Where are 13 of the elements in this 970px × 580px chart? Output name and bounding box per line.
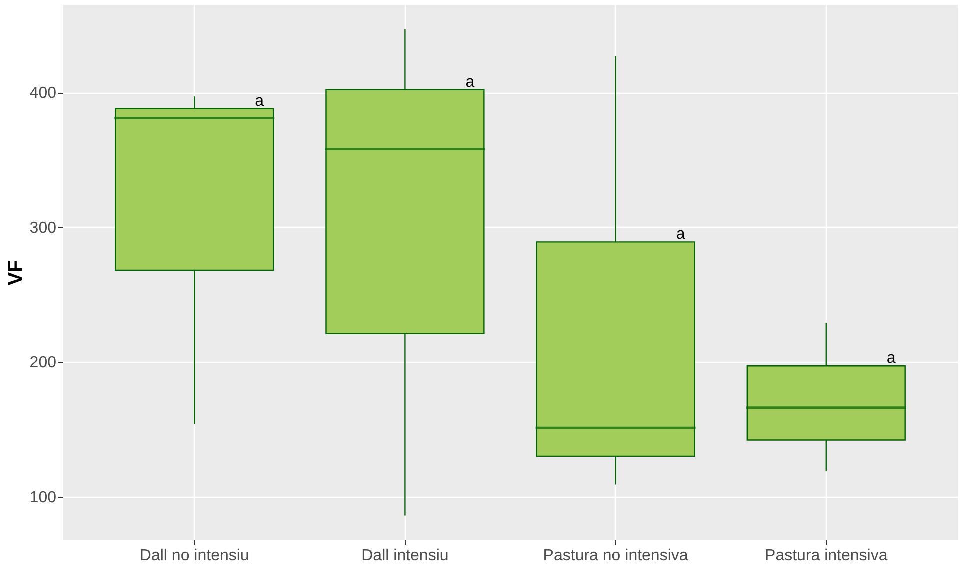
x-tick-label: Dall no intensiu (140, 548, 250, 564)
y-tick-label: 200 (30, 354, 57, 372)
y-axis-title: VF (4, 260, 27, 286)
annotation: a (676, 226, 686, 244)
x-tick-label: Dall intensiu (362, 548, 449, 564)
y-tick-label: 300 (30, 220, 57, 237)
y-tick-label: 400 (30, 85, 57, 102)
annotation: a (255, 92, 264, 110)
annotation: a (886, 350, 896, 368)
x-tick-label: Pastura intensiva (765, 548, 888, 564)
annotation: a (466, 74, 475, 91)
y-tick-label: 100 (30, 489, 57, 506)
x-tick-label: Pastura no intensiva (543, 548, 688, 564)
